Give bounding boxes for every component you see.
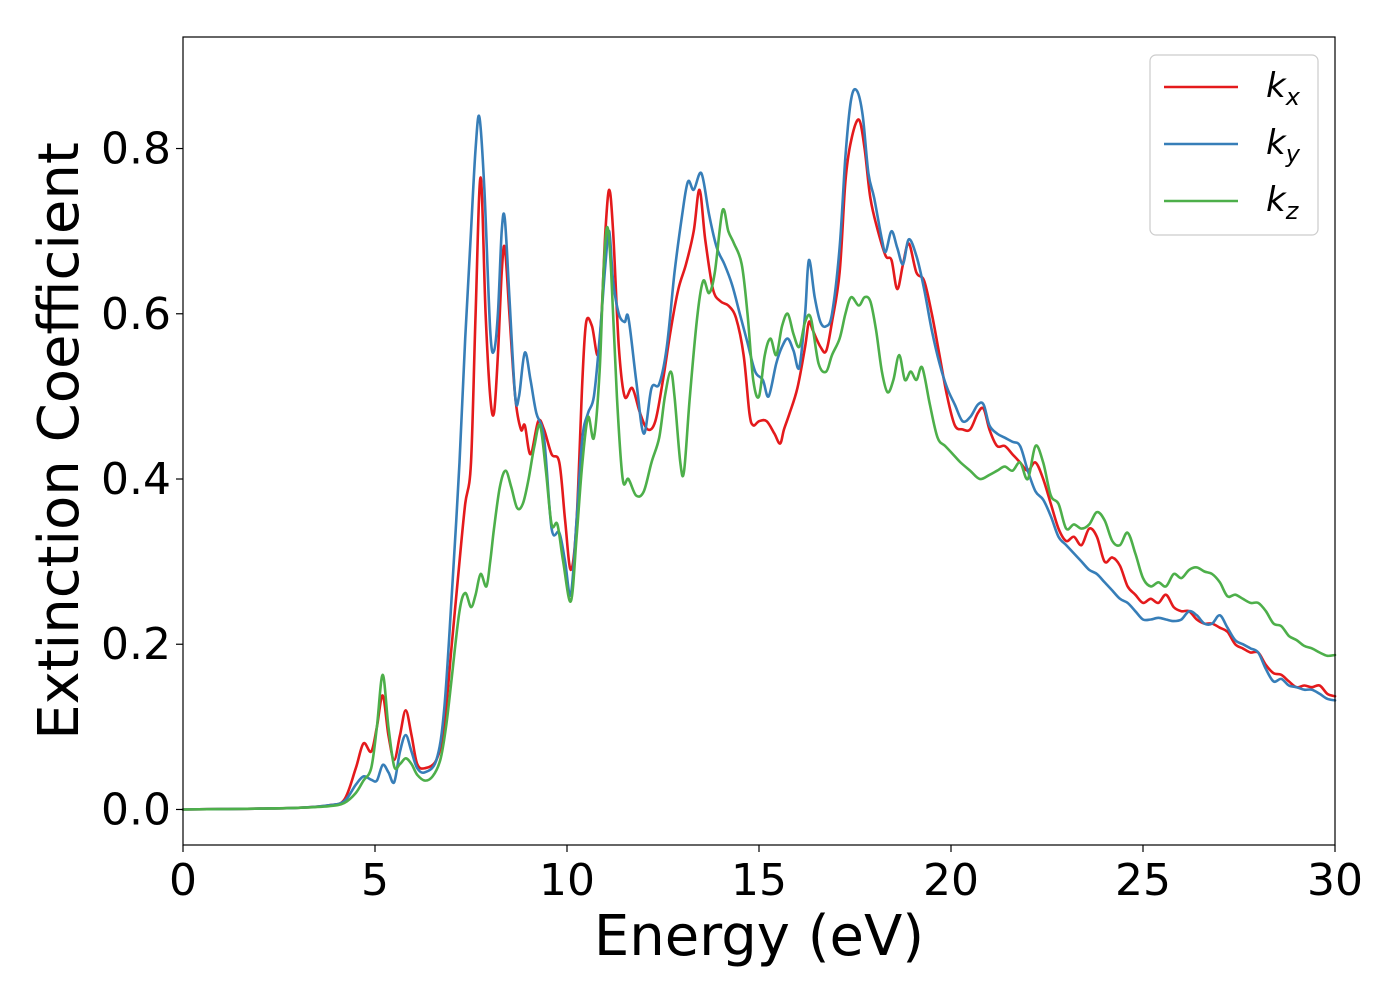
y-tick-label: 0.8 [101,124,171,175]
legend-label-ky: ky [1266,123,1301,168]
y-tick-label: 0.6 [101,289,171,340]
y-tick-label: 0.2 [101,619,171,670]
series-layer [181,87,1337,811]
x-tick-label: 15 [731,855,787,906]
y-axis-ticks: 0.0 0.2 0.4 0.6 0.8 [101,124,183,835]
x-tick-label: 30 [1307,855,1363,906]
legend-label-kz: kz [1266,180,1300,225]
legend: kx ky kz [1149,54,1319,236]
series-line-ky [181,87,1337,811]
y-axis-label: Extinction Coefficient [27,142,92,740]
y-tick-label: 0.0 [101,784,171,835]
x-tick-label: 5 [361,855,389,906]
x-tick-label: 10 [539,855,595,906]
series-line-kz [181,207,1337,811]
legend-label-kx: kx [1266,66,1301,111]
x-axis-label: Energy (eV) [594,904,924,969]
x-tick-label: 20 [923,855,979,906]
series-line-kx [181,118,1337,811]
x-axis-ticks: 0 5 10 15 20 25 30 [169,845,1363,906]
y-tick-label: 0.4 [101,454,171,505]
x-tick-label: 25 [1115,855,1171,906]
x-tick-label: 0 [169,855,197,906]
